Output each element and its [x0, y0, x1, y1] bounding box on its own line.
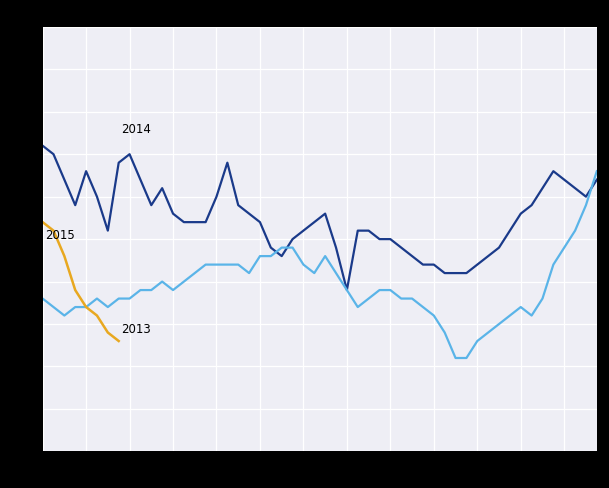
Text: 2013: 2013: [121, 323, 150, 336]
Text: 2015: 2015: [45, 229, 74, 242]
Text: 2014: 2014: [121, 123, 151, 136]
